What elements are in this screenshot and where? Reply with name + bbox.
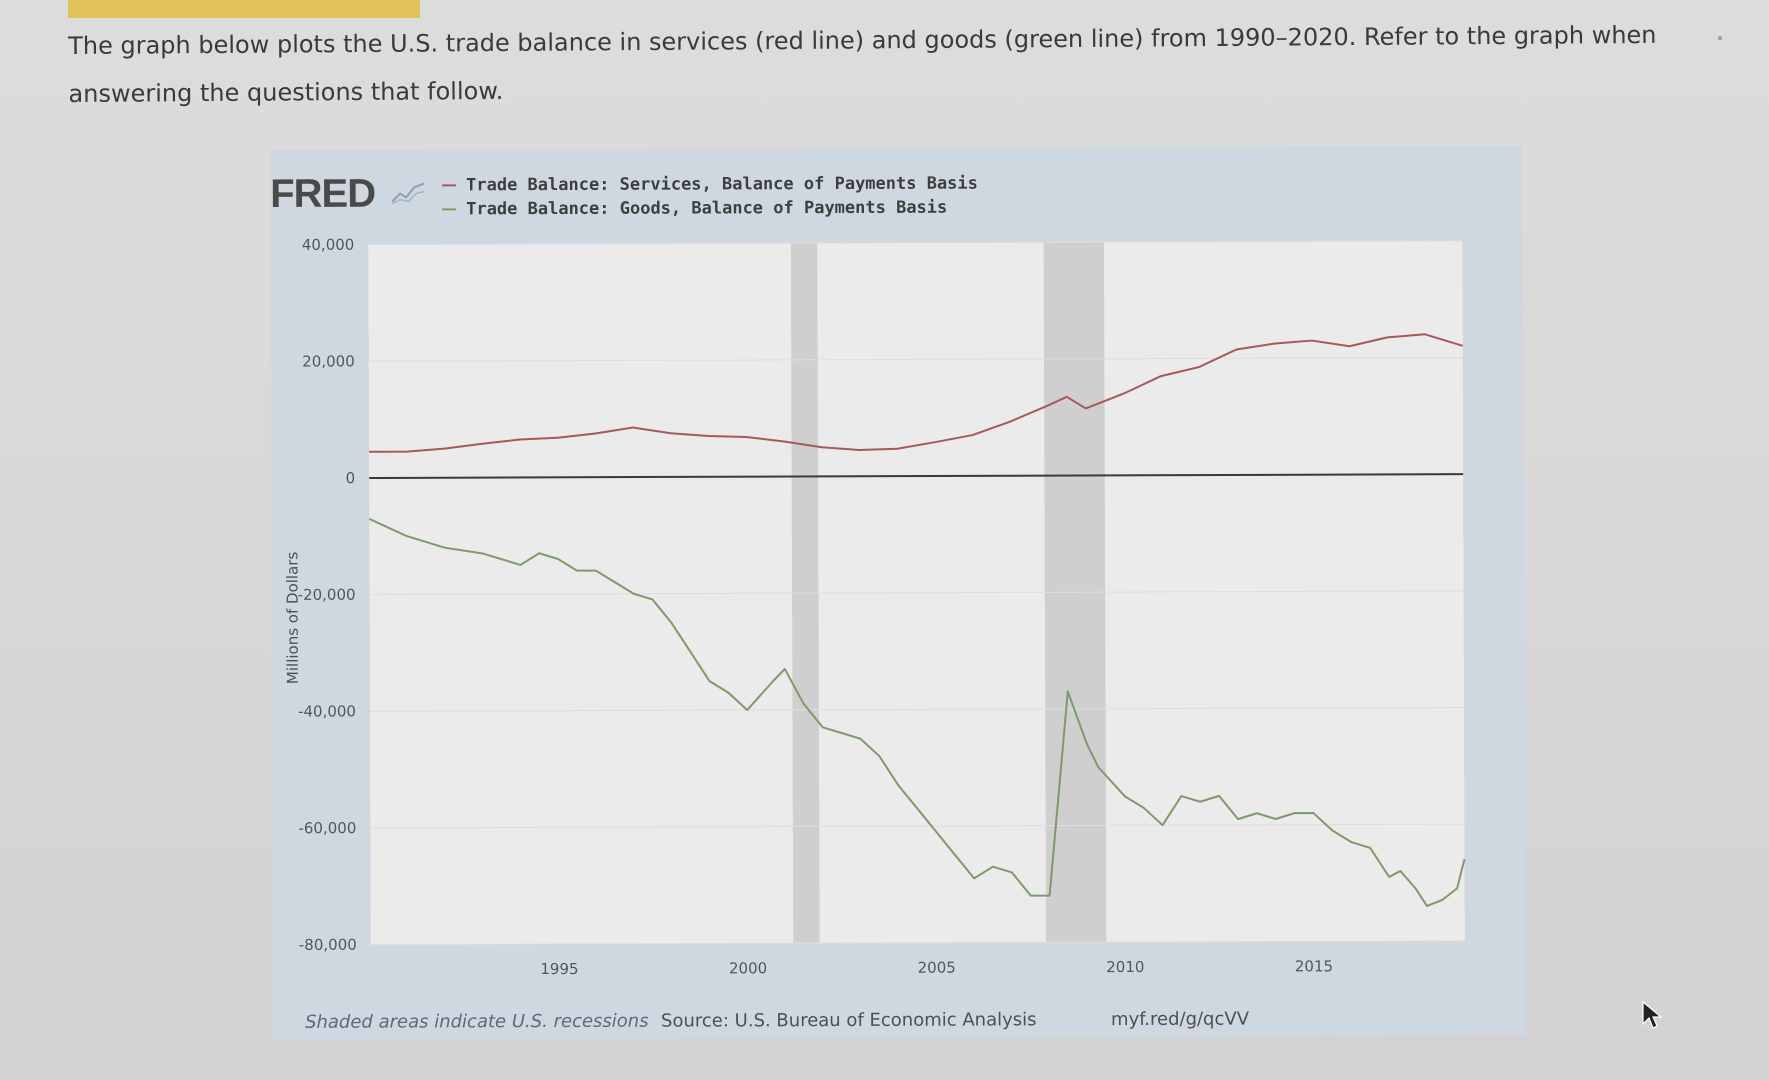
source-footnote: Source: U.S. Bureau of Economic Analysis [661, 1009, 1037, 1032]
y-tick-label: 20,000 [302, 352, 355, 370]
dot-mark [1718, 36, 1722, 40]
recession-footnote: Shaded areas indicate U.S. recessions [305, 1010, 649, 1033]
x-tick-label: 2010 [1106, 958, 1144, 976]
x-tick-label: 2015 [1295, 957, 1333, 975]
y-tick-label: -80,000 [299, 936, 357, 954]
fred-chart-icon [391, 182, 425, 205]
y-tick-label: -20,000 [298, 586, 356, 604]
services-line [369, 333, 1463, 453]
fred-chart-panel: FRED Trade Balance: Services, Balance of… [270, 145, 1526, 1040]
y-tick-label: -60,000 [298, 819, 356, 837]
goods-line [368, 517, 1466, 907]
mouse-cursor-icon [1642, 1000, 1663, 1029]
highlight-bar [68, 0, 420, 18]
chart-url[interactable]: myf.red/g/qcVV [1111, 1008, 1250, 1031]
y-tick-label: 0 [346, 469, 356, 487]
x-tick-label: 2000 [729, 959, 767, 977]
y-tick-label: -40,000 [298, 702, 356, 720]
x-tick-label: 1995 [540, 960, 578, 978]
y-tick-label: 40,000 [302, 236, 355, 254]
grid-line [368, 240, 1463, 246]
grid-line [370, 823, 1465, 829]
y-axis-label: Millions of Dollars [283, 552, 301, 685]
grid-line [370, 940, 1465, 946]
grid-line [368, 357, 1463, 362]
question-prompt: The graph below plots the U.S. trade bal… [68, 20, 1657, 108]
x-tick-label: 2005 [918, 959, 956, 977]
grid-line [369, 707, 1464, 712]
chart-plot: 40,000 20,000 0 -20,000 -40,000 -60,000 -80,00… [283, 236, 1466, 978]
grid-line [369, 590, 1464, 596]
zero-line [369, 473, 1464, 479]
